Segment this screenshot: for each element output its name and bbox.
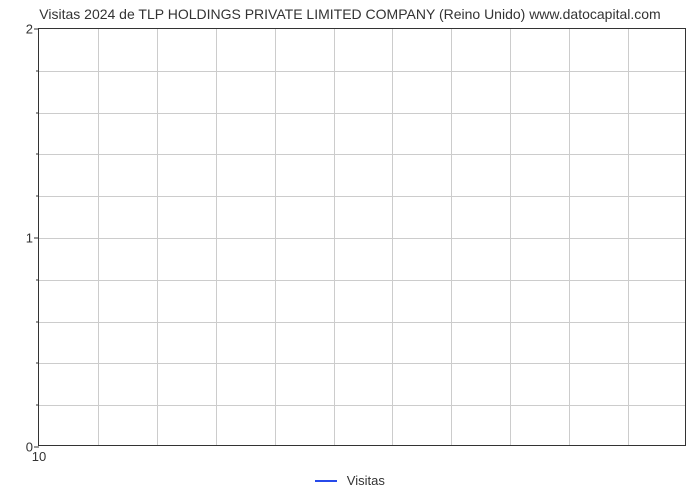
y-tick-label: 2 [26, 22, 33, 37]
y-minor-tick-mark [36, 405, 39, 406]
gridline-vertical [569, 29, 570, 445]
gridline-vertical [334, 29, 335, 445]
gridline-vertical [392, 29, 393, 445]
gridline-horizontal [39, 196, 685, 197]
y-minor-tick-mark [36, 112, 39, 113]
legend-swatch [315, 480, 337, 482]
gridline-horizontal [39, 154, 685, 155]
y-minor-tick-mark [36, 70, 39, 71]
y-tick-mark [34, 238, 39, 239]
y-minor-tick-mark [36, 279, 39, 280]
y-minor-tick-mark [36, 363, 39, 364]
gridline-horizontal [39, 113, 685, 114]
gridline-horizontal [39, 71, 685, 72]
gridline-horizontal [39, 405, 685, 406]
gridline-vertical [510, 29, 511, 445]
gridline-horizontal [39, 238, 685, 239]
gridline-horizontal [39, 280, 685, 281]
y-minor-tick-mark [36, 154, 39, 155]
gridline-vertical [628, 29, 629, 445]
chart-title: Visitas 2024 de TLP HOLDINGS PRIVATE LIM… [0, 6, 700, 22]
visits-chart: Visitas 2024 de TLP HOLDINGS PRIVATE LIM… [0, 0, 700, 500]
legend: Visitas [0, 472, 700, 488]
gridline-vertical [275, 29, 276, 445]
gridline-horizontal [39, 322, 685, 323]
gridline-vertical [216, 29, 217, 445]
gridline-horizontal [39, 363, 685, 364]
gridline-vertical [98, 29, 99, 445]
x-tick-label: 10 [32, 449, 46, 464]
gridline-vertical [157, 29, 158, 445]
y-minor-tick-mark [36, 321, 39, 322]
y-minor-tick-mark [36, 196, 39, 197]
plot-area: 01210 [38, 28, 686, 446]
y-tick-mark [34, 447, 39, 448]
y-tick-mark [34, 29, 39, 30]
gridline-vertical [451, 29, 452, 445]
y-tick-label: 1 [26, 231, 33, 246]
legend-label: Visitas [347, 473, 385, 488]
